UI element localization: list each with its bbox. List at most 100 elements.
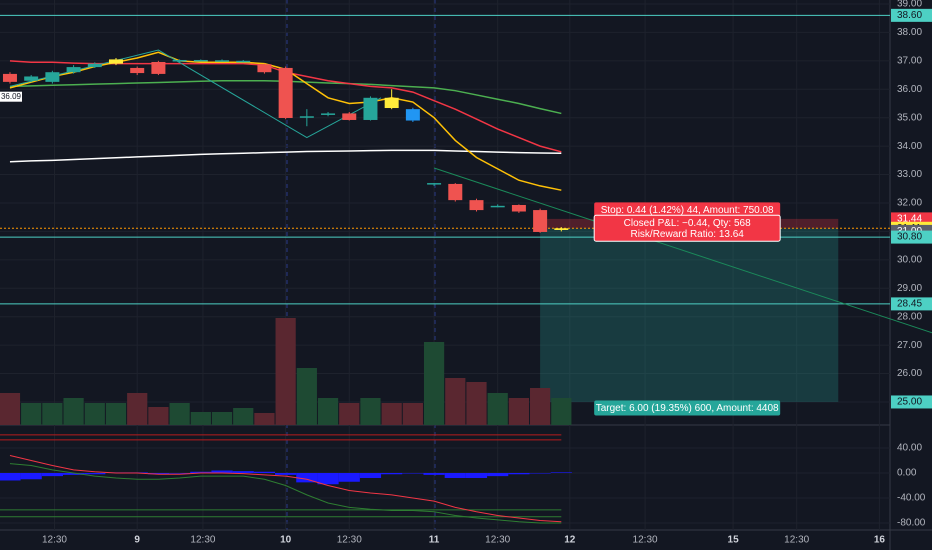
- candle-body: [448, 183, 463, 201]
- x-tick-label: 12:30: [42, 535, 67, 546]
- x-tick-label: 9: [134, 535, 140, 546]
- candle-body: [554, 228, 569, 230]
- volume-bar: [148, 407, 169, 425]
- x-tick-label: 12:30: [485, 535, 510, 546]
- volume-bar: [551, 398, 572, 425]
- histogram-bar: [275, 473, 297, 475]
- y-tick-label: 38.00: [897, 27, 922, 38]
- histogram-bar: [487, 473, 509, 477]
- indicator-line: [9, 463, 562, 524]
- volume-bar: [42, 403, 63, 425]
- histogram-bar: [190, 471, 212, 473]
- volume-bar: [0, 393, 21, 425]
- histogram-bar: [62, 473, 85, 475]
- x-tick-label: 15: [728, 535, 740, 546]
- volume-bar: [190, 412, 211, 425]
- x-tick-label: 11: [429, 535, 440, 546]
- price-label: 38.60: [897, 10, 922, 21]
- candle-body: [342, 113, 357, 120]
- y-tick-label: 37.00: [897, 55, 922, 66]
- histogram-bar: [444, 473, 466, 478]
- pnl-label-text: Closed P&L: −0.44, Qty: 568: [624, 218, 751, 229]
- volume-bar: [466, 382, 487, 425]
- y-tick-label: 34.00: [897, 141, 922, 152]
- price-label: 31.44: [897, 214, 922, 225]
- candle-body: [257, 64, 272, 73]
- stop-label: Stop: 0.44 (1.42%) 44, Amount: 750.08: [594, 202, 781, 218]
- price-label-box: [891, 395, 932, 409]
- candle-body: [299, 116, 314, 118]
- candle-body: [130, 67, 145, 74]
- histogram-bar: [550, 472, 572, 473]
- candle-body: [193, 59, 208, 62]
- candle-body: [87, 63, 102, 68]
- candle-body: [511, 204, 526, 212]
- volume-bar: [296, 368, 317, 425]
- y-tick-label: 33.00: [897, 169, 922, 180]
- volume-bar: [381, 403, 402, 425]
- volume-bar: [84, 403, 105, 425]
- y-tick-label: 35.00: [897, 112, 922, 123]
- volume-bar: [233, 408, 254, 425]
- y-tick-label: 27.00: [897, 340, 922, 351]
- histogram-bar: [41, 473, 63, 477]
- candle-body: [405, 109, 420, 121]
- candle-body: [236, 60, 251, 63]
- price-label-box: [891, 8, 932, 22]
- candle-body: [321, 113, 336, 115]
- histogram-bar: [529, 473, 551, 474]
- histogram-bar: [359, 473, 382, 478]
- x-tick-label: 12: [564, 535, 576, 546]
- candle-body: [66, 67, 81, 73]
- stop-label-text: Stop: 0.44 (1.42%) 44, Amount: 750.08: [601, 205, 774, 216]
- volume-bar: [360, 398, 381, 425]
- candle-body: [490, 205, 505, 208]
- histogram-bar: [508, 473, 530, 475]
- annotation-box: [0, 91, 22, 102]
- pnl-label-text: Risk/Reward Ratio: 13.64: [630, 229, 744, 240]
- histogram-bar: [0, 473, 21, 481]
- volume-bar: [105, 403, 127, 425]
- histogram-bar: [84, 473, 106, 475]
- histogram-bar: [211, 470, 233, 473]
- volume-bar: [445, 378, 466, 425]
- volume-bar: [127, 393, 148, 425]
- y-tick-label: 32.00: [897, 198, 922, 209]
- x-tick-label: 10: [280, 535, 292, 546]
- histogram-bar: [147, 473, 170, 475]
- volume-bar: [317, 398, 339, 425]
- candle-body: [278, 67, 293, 118]
- price-label-box: [891, 297, 932, 311]
- candle-body: [172, 59, 187, 62]
- histogram-bar: [317, 473, 339, 485]
- annotation-label: 36.09: [1, 92, 22, 101]
- y-tick-label: 0.00: [897, 468, 917, 479]
- price-label: 28.45: [897, 299, 922, 310]
- target-zone: [540, 228, 839, 402]
- candle-body: [427, 183, 442, 185]
- y-tick-label: 29.00: [897, 283, 922, 294]
- y-tick-label: -80.00: [897, 518, 926, 529]
- indicator-line: [9, 455, 562, 523]
- pnl-label-box: [593, 214, 781, 242]
- target-label-text: Target: 6.00 (19.35%) 600, Amount: 4408: [596, 403, 779, 414]
- stop-label-box: [594, 202, 781, 218]
- y-tick-label: 36.00: [897, 84, 922, 95]
- volume-bar: [487, 393, 508, 425]
- volume-bar: [530, 388, 551, 425]
- price-label: 25.00: [897, 397, 922, 408]
- volume-bar: [339, 403, 360, 425]
- price-label: 30.80: [897, 232, 922, 243]
- x-tick-label: 12:30: [633, 535, 658, 546]
- price-label-box: [891, 230, 932, 244]
- candle-body: [533, 210, 548, 232]
- volume-bar: [423, 342, 445, 425]
- y-tick-label: 40.00: [897, 443, 922, 454]
- candle-body: [45, 72, 60, 82]
- target-label-box: [594, 400, 781, 416]
- x-tick-label: 16: [874, 535, 886, 546]
- volume-bar: [254, 413, 275, 425]
